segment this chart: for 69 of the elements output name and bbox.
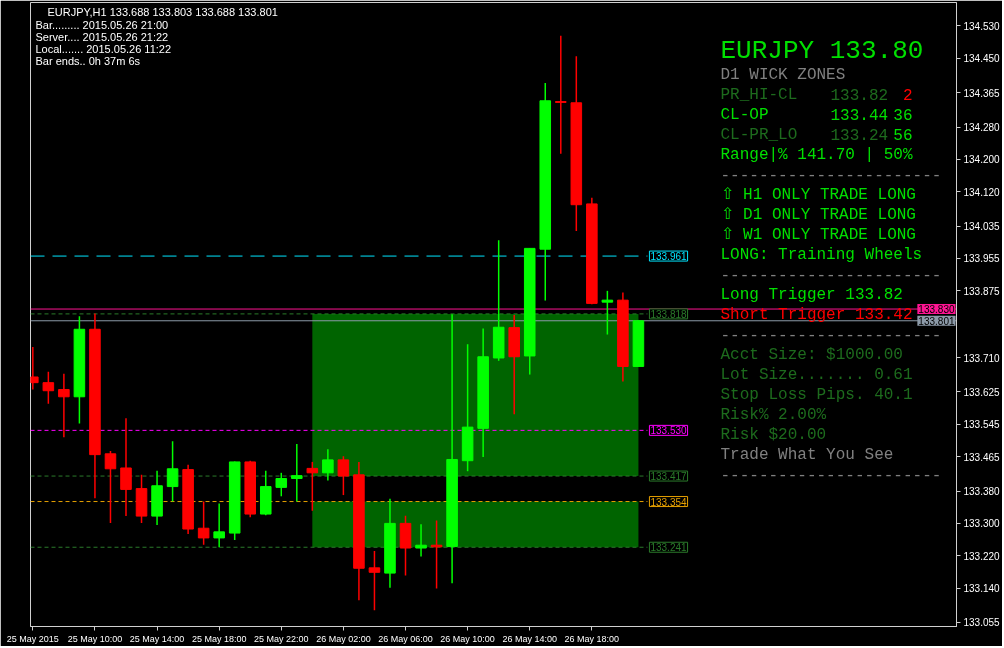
annotation: Lot Size....... 0.61 [720, 365, 913, 384]
annotation: 56 [893, 127, 913, 145]
y-tick-label: 133.625 [963, 386, 1001, 398]
annotation: ----------------------- [720, 167, 942, 185]
annotation: 133.24 [830, 127, 889, 145]
ref-line-label: 133.801 [918, 315, 955, 327]
annotation: ⇧ W1 ONLY TRADE LONG [720, 225, 916, 244]
ref-line-label: 133.241 [650, 542, 688, 554]
y-tick-label: 134.530 [963, 20, 1001, 32]
annotation: 133.44 [830, 107, 889, 125]
annotation: 36 [893, 107, 913, 125]
annotation: PR_HI-CL [720, 85, 798, 104]
y-tick-label: 133.465 [963, 451, 1001, 463]
y-tick-label: 133.140 [963, 583, 1001, 595]
x-tick-label: 25 May 18:00 [191, 633, 247, 644]
y-tick-label: 134.280 [963, 122, 1001, 134]
y-tick-label: 134.365 [963, 87, 1001, 99]
x-tick-label: 26 May 18:00 [564, 633, 620, 644]
annotation: ----------------------- [720, 327, 942, 345]
annotation: Bar ends.. 0h 37m 6s [35, 54, 141, 67]
annotation: ----------------------- [720, 267, 942, 285]
annotation: Range|% 141.70 | 50% [720, 145, 913, 164]
y-tick-label: 133.710 [963, 352, 1001, 364]
y-tick-label: 133.955 [963, 253, 1001, 265]
annotation: 133.82 [830, 87, 889, 105]
y-tick-label: 133.300 [963, 518, 1001, 530]
y-tick-label: 134.450 [963, 53, 1001, 65]
x-tick-label: 25 May 10:00 [67, 633, 123, 644]
x-tick-label: 26 May 14:00 [502, 633, 558, 644]
annotation: LONG: Training Wheels [720, 245, 923, 264]
y-tick-label: 134.120 [963, 186, 1001, 198]
y-tick-label: 133.545 [963, 419, 1001, 431]
y-tick-label: 133.055 [963, 617, 1001, 629]
x-tick-label: 26 May 02:00 [316, 633, 371, 644]
ref-line-label: 133.818 [650, 308, 688, 320]
annotation: D1 WICK ZONES [720, 65, 846, 84]
annotation: Long Trigger 133.82 [720, 285, 903, 304]
x-tick-label: 26 May 06:00 [378, 633, 433, 644]
x-tick-label: 25 May 22:00 [254, 633, 309, 644]
annotation: 2 [902, 87, 913, 105]
x-tick-label: 26 May 10:00 [440, 633, 495, 644]
y-tick-label: 133.380 [963, 486, 1001, 498]
ref-line-label: 133.354 [650, 496, 688, 508]
annotation: EURJPY 133.80 [720, 35, 924, 66]
y-tick-label: 133.220 [963, 550, 1001, 562]
ref-line-label: 133.417 [650, 471, 688, 483]
ref-line-label: 133.530 [650, 425, 688, 437]
annotation: ⇧ H1 ONLY TRADE LONG [720, 185, 916, 204]
annotation: Trade What You See [720, 445, 894, 464]
annotation: Risk% 2.00% [720, 405, 827, 424]
annotation: ⇧ D1 ONLY TRADE LONG [720, 205, 916, 224]
annotation: Acct Size: $1000.00 [720, 345, 903, 364]
ref-line-label: 133.830 [918, 304, 955, 316]
chart-title: EURJPY,H1 133.688 133.803 133.688 133.801 [47, 5, 278, 18]
annotation: CL-PR_LO [720, 125, 798, 144]
x-tick-label: 25 May 2015 [6, 633, 59, 644]
ref-line-label: 133.961 [650, 251, 688, 263]
annotation: ----------------------- [720, 467, 942, 485]
annotation: Server.... 2015.05.26 21:22 [35, 30, 169, 43]
y-tick-label: 134.200 [963, 154, 1001, 166]
annotation: Short Trigger 133.42 [720, 305, 913, 324]
annotation: Risk $20.00 [720, 425, 827, 444]
annotation: Bar......... 2015.05.26 21:00 [35, 18, 169, 31]
x-tick-label: 25 May 14:00 [129, 633, 185, 644]
annotation: Stop Loss Pips. 40.1 [720, 385, 913, 404]
annotation: Local....... 2015.05.26 11:22 [35, 42, 172, 55]
y-tick-label: 134.035 [963, 221, 1001, 233]
annotation: CL-OP [720, 105, 769, 124]
y-tick-label: 133.875 [963, 285, 1001, 297]
